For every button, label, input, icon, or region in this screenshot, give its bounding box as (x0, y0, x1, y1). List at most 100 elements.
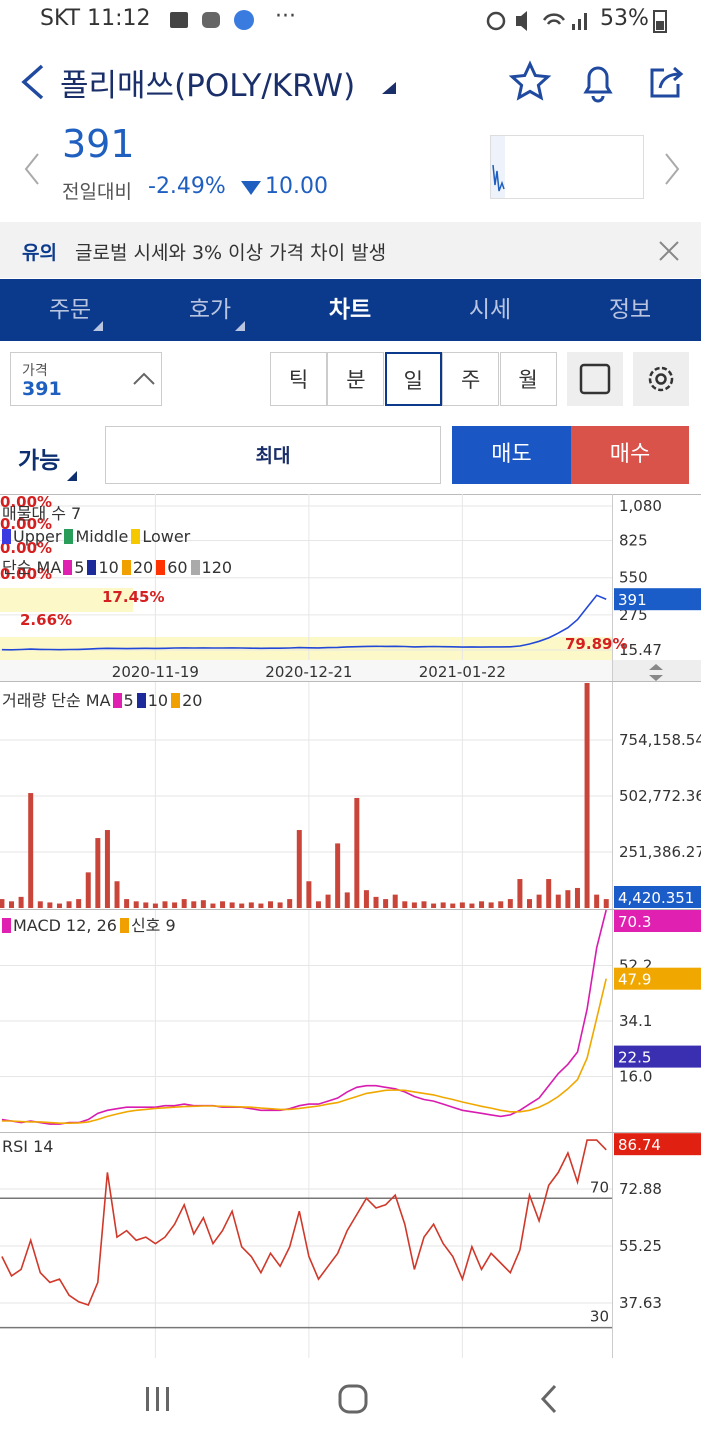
volume-bar (536, 894, 542, 908)
volume-bar (574, 887, 580, 908)
price-box-label: 가격 (22, 363, 48, 379)
sell-button[interactable]: 매도 (452, 426, 571, 484)
draw-button[interactable] (567, 352, 623, 406)
profile-label: 0.00% (0, 515, 53, 533)
notice-close[interactable] (658, 240, 680, 262)
back-nav[interactable] (540, 1384, 557, 1414)
volume-bar (85, 872, 91, 908)
legend-row: RSI 14 (2, 1137, 55, 1156)
volume-bar (268, 901, 274, 908)
legend-label: 10 (98, 558, 119, 577)
price-box[interactable] (10, 352, 162, 406)
mini-chart[interactable] (490, 135, 644, 199)
legend-swatch (190, 560, 200, 575)
profile-label: 2.66% (20, 611, 73, 629)
down-triangle (241, 181, 261, 195)
settings-button[interactable] (633, 352, 689, 406)
period-button[interactable]: 일 (384, 352, 442, 406)
profile-label: 0.00% (0, 565, 53, 583)
y-tick-label: 55.25 (619, 1237, 662, 1255)
legend-title: 단순 MA (2, 558, 62, 577)
volume-bar (172, 902, 178, 908)
tab[interactable]: 정보 (608, 297, 652, 323)
tab[interactable]: 주문 (48, 297, 92, 323)
legend-label: 5 (74, 558, 85, 577)
back-button[interactable] (18, 62, 48, 102)
period-button[interactable]: 틱 (270, 352, 327, 406)
level-label: 30 (590, 1308, 609, 1326)
period-button[interactable]: 분 (327, 352, 385, 406)
level-label: 70 (590, 1178, 609, 1196)
alarm-icon[interactable] (578, 60, 618, 104)
prev-arrow[interactable] (22, 152, 42, 186)
legend-label: 5 (123, 691, 134, 710)
nav-bar (146, 1384, 557, 1414)
volume-bar (431, 903, 437, 908)
tab[interactable]: 시세 (468, 297, 512, 323)
volume-bar (517, 879, 523, 908)
max-button[interactable]: 최대 (105, 426, 441, 484)
panel-resizer[interactable] (612, 660, 701, 682)
volume-bar (239, 903, 245, 908)
y-tick-label: 502,772.363 (619, 787, 701, 805)
volume-bar (603, 899, 609, 908)
market-title[interactable]: 폴리매쓰(POLY/KRW) (60, 68, 356, 104)
period-button[interactable]: 주 (442, 352, 500, 406)
volume-bar (335, 843, 341, 908)
y-tick-label: 16.0 (619, 1068, 652, 1086)
status-right-icons (486, 11, 587, 31)
volume-bar (546, 879, 552, 908)
recent-apps[interactable] (146, 1387, 169, 1411)
volume-bar (584, 683, 590, 908)
volume-bar (565, 890, 571, 908)
volume-bar (76, 899, 82, 908)
volume-bar (200, 900, 206, 908)
volume-bar (325, 894, 331, 908)
legend-swatch (171, 693, 181, 708)
price-box-chevron[interactable] (132, 370, 156, 386)
change-percent: -2.49% (148, 174, 226, 199)
change-amount: 10.00 (265, 174, 328, 199)
volume-bar (220, 901, 226, 908)
series-line (1, 1139, 607, 1306)
legend-title: 매물대 수 7 (2, 504, 82, 523)
volume-bar (66, 901, 72, 908)
value-badge-label: 4,420.351 (618, 889, 694, 907)
favorite-icon[interactable] (508, 60, 552, 104)
legend-label: MACD 12, 26 (13, 916, 117, 935)
tab[interactable]: 호가 (188, 297, 232, 323)
home-button[interactable] (338, 1384, 368, 1414)
volume-bar (402, 901, 408, 908)
volume-bar (498, 901, 504, 908)
volume-bar (37, 901, 43, 908)
profile-label: 0.00% (0, 493, 53, 511)
volume-bar (162, 901, 168, 908)
legend-swatch (2, 918, 11, 933)
legend-row: 매물대 수 7 (2, 500, 83, 524)
volume-bar (0, 899, 5, 908)
volume-bar (56, 903, 62, 908)
legend-label: 신호 9 (130, 916, 176, 935)
tab[interactable]: 차트 (328, 297, 372, 323)
buy-button[interactable]: 매수 (571, 426, 689, 484)
current-price: 391 (62, 122, 135, 166)
volume-bar (296, 830, 302, 908)
share-icon[interactable] (646, 60, 686, 104)
available-label[interactable]: 가능 (18, 448, 61, 474)
value-badge (614, 1133, 701, 1156)
y-tick-label: 251,386.270 (619, 843, 701, 861)
battery-icon (653, 10, 667, 33)
value-badge (614, 910, 701, 932)
notice-tag: 유의 (22, 242, 57, 264)
legend-label: 20 (132, 558, 154, 577)
volume-bar (181, 899, 187, 908)
title-dropdown[interactable] (380, 80, 398, 96)
volume-bar (114, 881, 120, 908)
next-arrow[interactable] (662, 152, 682, 186)
legend-swatch (131, 529, 141, 544)
volume-bar (28, 793, 34, 908)
resizer-arrows[interactable] (649, 664, 663, 681)
profile-label: 17.45% (102, 588, 165, 606)
tab-dropdown (235, 321, 245, 331)
period-button[interactable]: 월 (499, 352, 557, 406)
